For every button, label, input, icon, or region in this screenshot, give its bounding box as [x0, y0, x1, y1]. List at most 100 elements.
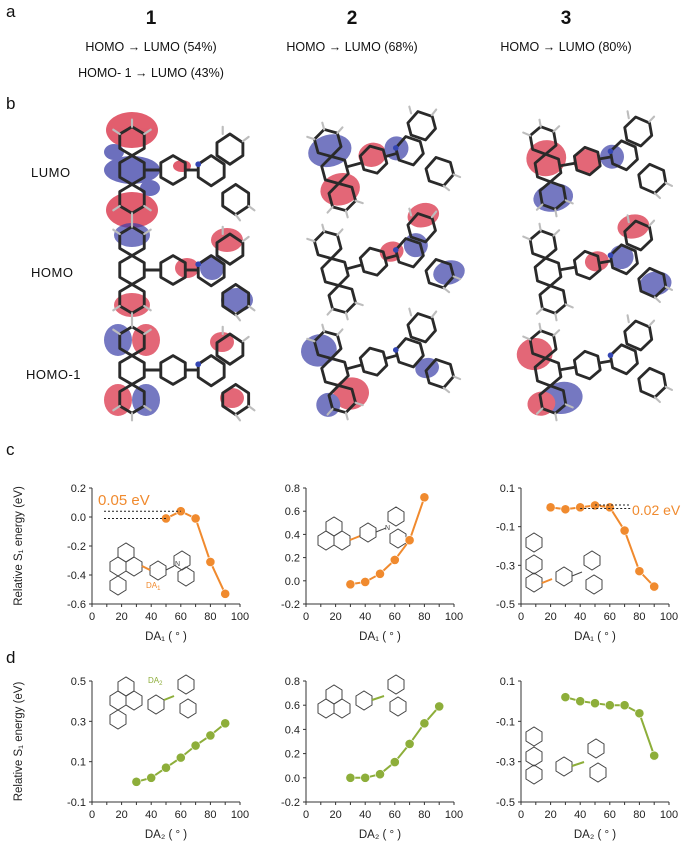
x-tick-label-c1-10: 100 [231, 611, 249, 623]
orbital-label-lumo: LUMO [31, 165, 71, 180]
x-tick-label-c2-10: 100 [445, 611, 463, 623]
orbital-label-homo-1: HOMO-1 [26, 367, 81, 382]
data-point-d2-1 [360, 772, 371, 783]
x-tick-label-c2-6: 60 [389, 611, 401, 623]
y-tick-label-c1-3: 0.0 [71, 512, 86, 524]
x-tick-label-d3-0: 0 [518, 809, 524, 821]
x-tick-label-d3-10: 100 [660, 809, 678, 821]
data-point-c3-0 [545, 502, 556, 513]
y-tick-label-c1-0: -0.6 [67, 599, 86, 611]
data-point-c3-6 [634, 566, 645, 577]
inset-molecule-d2 [317, 674, 407, 719]
transition-1-secondary: HOMO- 1 → LUMO (43%) [78, 66, 224, 80]
chart-c1: 0 20 40 60 80 100 -0.6 -0.4 -0.2 0.0 0.2 DA₁ ( ° ) R… [13, 483, 249, 643]
y-tick-label-c2-2: 0.2 [285, 553, 300, 565]
x-axis-label-c3: DA₁ ( ° ) [574, 631, 616, 643]
chart-c3: 0 20 40 60 80 100 -0.5 -0.3 -0.1 0.1 DA₁ ( ° ) 0.02… [496, 483, 681, 643]
y-tick-label-d2-0: -0.2 [281, 797, 300, 809]
compound-number-2: 2 [346, 8, 358, 29]
orbital-3-lumo [520, 100, 676, 221]
y-tick-label-c1-2: -0.2 [67, 541, 86, 553]
chart-d3: 0 20 40 60 80 100 -0.5 -0.3 -0.1 0.1 DA₂ ( ° ) [496, 676, 678, 841]
data-point-d1-5 [205, 730, 216, 741]
inset-label-da2-d1: DA2 [148, 676, 163, 687]
series-line-c1 [165, 510, 227, 595]
x-tick-label-d3-6: 60 [604, 809, 616, 821]
x-tick-label-d3-2: 20 [544, 809, 556, 821]
chart-d2: 0 20 40 60 80 100 -0.2 0.0 0.2 0.4 0.6 0.8 DA₂ ( ° ) [281, 676, 463, 841]
orbital-3-homo-1 [516, 301, 676, 425]
x-tick-label-d2-2: 20 [329, 809, 341, 821]
annotation-text-c3: 0.02 eV [632, 502, 681, 518]
transition-1-main: HOMO → LUMO (54%) [85, 40, 217, 54]
y-tick-label-c2-0: -0.2 [281, 599, 300, 611]
y-tick-label-d1-3: 0.5 [71, 676, 86, 688]
data-point-c1-4 [220, 588, 231, 599]
x-tick-label-d2-8: 80 [418, 809, 430, 821]
orbital-2-homo-1 [300, 292, 465, 426]
annotation-text-c1: 0.05 eV [98, 492, 150, 509]
x-tick-label-c1-4: 40 [145, 611, 157, 623]
data-point-d1-0 [131, 776, 142, 787]
x-tick-label-c3-4: 40 [574, 611, 586, 623]
y-axis-label-c1: Relative S₁ energy (eV) [13, 486, 25, 606]
x-tick-label-c3-6: 60 [604, 611, 616, 623]
panel-label-c: c [6, 440, 15, 459]
orbital-1-homo-1 [104, 318, 256, 422]
x-tick-label-c2-8: 80 [418, 611, 430, 623]
data-point-c1-2 [190, 513, 201, 524]
svg-text:N: N [175, 561, 180, 568]
x-axis-label-d3: DA₂ ( ° ) [574, 829, 616, 841]
data-point-d3-2 [590, 698, 600, 709]
data-point-d3-1 [575, 696, 586, 707]
y-tick-label-c1-1: -0.4 [67, 570, 86, 582]
y-tick-label-d2-5: 0.8 [285, 676, 300, 688]
orbital-3-homo [520, 201, 676, 325]
x-tick-label-d1-10: 100 [231, 809, 249, 821]
y-tick-label-d2-3: 0.4 [285, 724, 300, 736]
data-point-d3-0 [560, 692, 571, 703]
data-point-c3-5 [619, 525, 630, 536]
x-axis-label-c1: DA₁ ( ° ) [145, 631, 187, 643]
x-tick-label-c1-8: 80 [204, 611, 216, 623]
y-axis-label-d1: Relative S₁ energy (eV) [13, 682, 25, 802]
inset-molecule-d1 [109, 674, 197, 730]
y-tick-label-d1-0: -0.1 [67, 797, 86, 809]
orbital-2-homo [303, 192, 465, 326]
x-tick-label-d1-6: 60 [175, 809, 187, 821]
chart-d1: 0 20 40 60 80 100 -0.1 0.1 0.3 0.5 DA₂ ( ° ) Relati… [13, 676, 249, 841]
panel-label-b: b [6, 94, 16, 113]
data-point-d3-3 [604, 700, 615, 711]
data-point-c1-3 [205, 557, 216, 567]
x-tick-label-c1-6: 60 [175, 611, 187, 623]
data-point-d2-5 [419, 718, 430, 729]
y-tick-label-c2-3: 0.4 [285, 529, 300, 541]
y-tick-label-d1-1: 0.1 [71, 757, 86, 769]
data-point-c2-2 [375, 568, 385, 579]
data-point-d1-3 [175, 752, 186, 763]
x-tick-label-c1-0: 0 [89, 611, 95, 623]
x-tick-label-d1-8: 80 [204, 809, 216, 821]
y-tick-label-c2-4: 0.6 [285, 506, 300, 518]
x-tick-label-d2-10: 100 [445, 809, 463, 821]
orbital-label-homo: HOMO [31, 265, 74, 280]
data-point-d1-6 [220, 718, 231, 729]
x-tick-label-c2-2: 20 [329, 611, 341, 623]
data-point-c3-1 [560, 504, 571, 515]
x-axis-label-d1: DA₂ ( ° ) [145, 829, 187, 841]
x-tick-label-d3-8: 80 [633, 809, 645, 821]
y-tick-label-c2-5: 0.8 [285, 483, 300, 495]
panel-label-a: a [6, 2, 16, 21]
x-tick-label-d2-4: 40 [359, 809, 371, 821]
y-tick-label-d3-1: -0.3 [496, 757, 515, 769]
inset-molecule-c3 [525, 532, 603, 595]
data-point-c3-2 [575, 502, 586, 513]
transition-2-main: HOMO → LUMO (68%) [286, 40, 418, 54]
x-tick-label-d1-2: 20 [115, 809, 127, 821]
y-tick-label-c3-2: -0.1 [496, 522, 515, 534]
y-tick-label-c1-4: 0.2 [71, 483, 86, 495]
orbital-images [104, 100, 676, 426]
transition-3-main: HOMO → LUMO (80%) [500, 40, 632, 54]
y-tick-label-d2-4: 0.6 [285, 700, 300, 712]
